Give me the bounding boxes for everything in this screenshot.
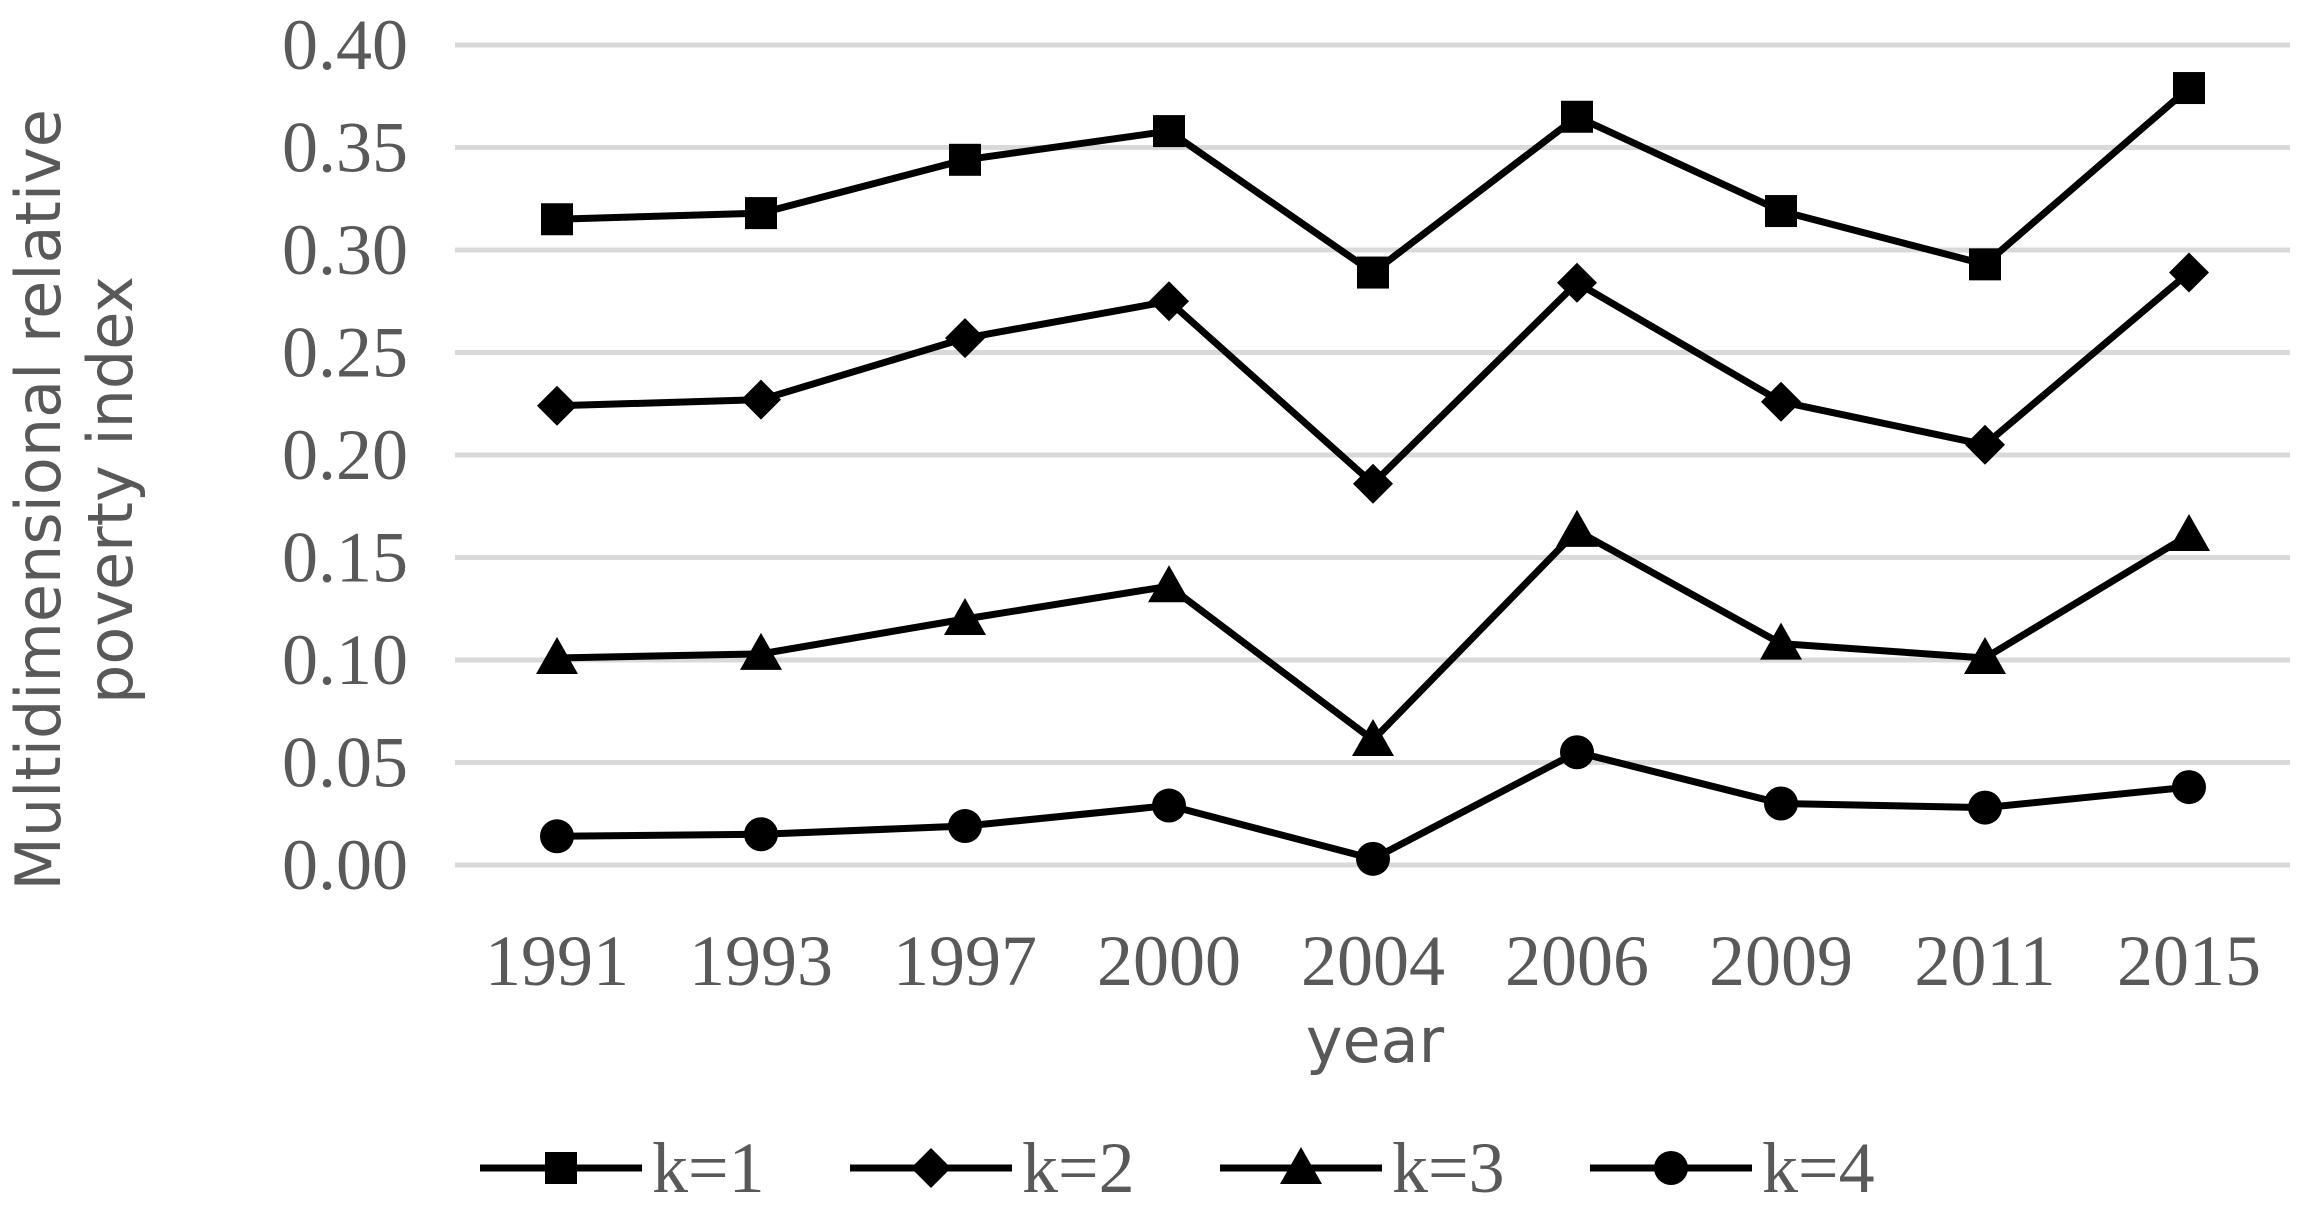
x-tick-label: 1997	[893, 921, 1037, 1001]
data-point-square	[541, 203, 573, 236]
series-line	[556, 527, 2191, 744]
legend-item: k=4	[1590, 1128, 1875, 1208]
y-axis-title: Multidimensional relative poverty index	[2, 89, 147, 890]
data-point-diamond	[1353, 463, 1393, 504]
y-tick-label: 0.05	[282, 723, 408, 803]
y-tick-label: 0.30	[282, 210, 408, 290]
x-tick-label: 2004	[1301, 921, 1445, 1001]
data-point-triangle	[1964, 636, 2006, 674]
legend-marker-square	[545, 1152, 577, 1184]
x-tick-label: 1993	[689, 921, 833, 1001]
data-point-triangle	[1352, 718, 1394, 756]
data-point-circle	[540, 819, 574, 854]
series-2	[537, 252, 2209, 504]
x-tick-label: 2000	[1097, 921, 1241, 1001]
x-tick-label: 2006	[1505, 921, 1649, 1001]
y-axis-ticks: 0.00 0.05 0.10 0.15 0.20 0.25 0.30 0.35 0.40	[282, 5, 408, 905]
data-point-triangle	[2168, 513, 2210, 551]
data-point-circle	[1356, 841, 1390, 876]
legend-marker-circle	[1654, 1151, 1688, 1185]
y-tick-label: 0.00	[282, 825, 408, 905]
legend-item: k=3	[1220, 1128, 1505, 1208]
data-point-diamond	[537, 385, 577, 426]
series-group	[536, 72, 2210, 876]
x-tick-label: 2015	[2117, 921, 2261, 1001]
data-point-triangle	[1148, 565, 1190, 603]
data-point-square	[1153, 115, 1185, 148]
y-tick-label: 0.15	[282, 518, 408, 598]
x-axis-ticks: 1991 1993 1997 2000 2004 2006 2009 2011 2015	[485, 921, 2261, 1001]
data-point-square	[1969, 248, 2001, 281]
x-axis-title: year	[1306, 1004, 1445, 1077]
x-tick-label: 2011	[1914, 921, 2055, 1001]
legend-marker-diamond	[911, 1148, 951, 1188]
x-tick-label: 1991	[485, 921, 629, 1001]
data-point-circle	[744, 817, 778, 852]
series-1	[541, 72, 2205, 289]
y-tick-label: 0.35	[282, 108, 408, 188]
data-point-square	[2173, 72, 2205, 105]
legend-item: k=2	[850, 1128, 1135, 1208]
y-tick-label: 0.40	[282, 5, 408, 85]
legend-item: k=1	[480, 1128, 765, 1208]
y-axis-title-line-1: Multidimensional relative	[2, 109, 75, 891]
data-point-triangle	[740, 632, 782, 670]
y-tick-label: 0.10	[282, 620, 408, 700]
data-point-circle	[1560, 735, 1594, 770]
y-tick-label: 0.20	[282, 415, 408, 495]
data-point-square	[1357, 256, 1389, 289]
legend-label: k=2	[1022, 1128, 1135, 1208]
legend-label: k=3	[1392, 1128, 1505, 1208]
legend-label: k=1	[652, 1128, 765, 1208]
x-tick-label: 2009	[1709, 921, 1853, 1001]
data-point-circle	[1968, 790, 2002, 825]
data-point-circle	[1764, 786, 1798, 821]
series-line	[556, 85, 2192, 277]
legend: k=1 k=2 k=3 k=4	[480, 1128, 1875, 1208]
data-point-triangle	[1556, 509, 1598, 547]
data-point-diamond	[741, 379, 781, 420]
y-axis-title-line-2: poverty index	[74, 276, 147, 704]
data-point-diamond	[1965, 424, 2005, 465]
data-point-diamond	[2169, 252, 2209, 293]
data-point-triangle	[944, 598, 986, 635]
data-point-triangle	[536, 636, 578, 674]
data-point-diamond	[945, 318, 985, 359]
data-point-triangle	[1760, 622, 1802, 660]
legend-marker-triangle	[1280, 1147, 1322, 1184]
data-point-square	[949, 143, 981, 176]
data-point-square	[1765, 195, 1797, 228]
data-point-diamond	[1557, 262, 1597, 303]
series-line	[556, 269, 2192, 488]
series-4	[540, 735, 2206, 876]
series-3	[536, 509, 2210, 756]
y-tick-label: 0.25	[282, 313, 408, 393]
legend-label: k=4	[1762, 1128, 1875, 1208]
data-point-diamond	[1149, 281, 1189, 322]
data-point-diamond	[1761, 381, 1801, 422]
data-point-circle	[948, 809, 982, 844]
data-point-square	[1561, 100, 1593, 133]
data-point-circle	[1152, 788, 1186, 823]
data-point-circle	[2172, 770, 2206, 805]
data-point-square	[745, 197, 777, 230]
